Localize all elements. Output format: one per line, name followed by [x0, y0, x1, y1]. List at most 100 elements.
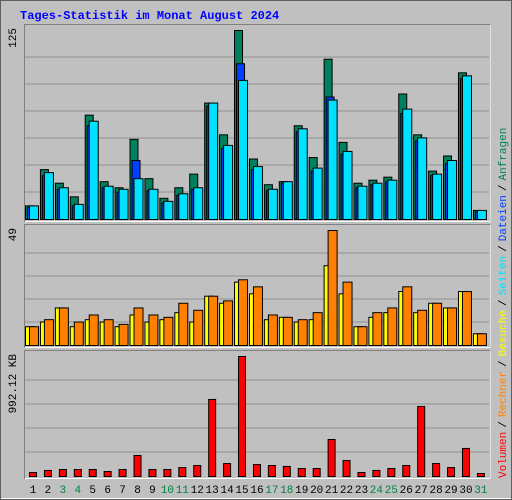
bar — [357, 472, 366, 477]
x-tick-label: 18 — [280, 485, 293, 497]
bar — [461, 291, 472, 347]
bar — [267, 188, 278, 220]
bar — [103, 319, 114, 347]
x-tick-label: 24 — [370, 485, 384, 497]
bar — [178, 302, 189, 346]
bar — [342, 460, 351, 477]
bar — [148, 468, 157, 477]
bar — [372, 182, 383, 221]
legend-entry: Dateien — [498, 195, 510, 241]
bar — [88, 468, 97, 477]
x-tick-label: 1 — [30, 485, 37, 497]
bar — [163, 316, 174, 346]
bar — [43, 319, 54, 347]
bar — [29, 472, 37, 477]
bar — [252, 286, 263, 347]
bar — [133, 307, 144, 346]
x-tick-label: 11 — [176, 485, 190, 497]
x-tick-label: 28 — [430, 485, 443, 497]
bar — [267, 464, 276, 477]
bar — [238, 356, 247, 477]
bar — [73, 321, 84, 346]
bar — [223, 463, 232, 477]
bar — [193, 464, 202, 477]
bar — [208, 398, 217, 478]
bar — [297, 128, 308, 220]
bar — [417, 137, 428, 221]
bar — [118, 468, 127, 477]
bar — [327, 438, 336, 477]
legend-entry: Seiten — [498, 256, 510, 296]
bar — [327, 99, 338, 220]
bar — [208, 295, 219, 347]
bar — [118, 323, 129, 347]
x-tick-label: 20 — [310, 485, 323, 497]
bar — [387, 307, 398, 346]
x-tick-label: 31 — [474, 485, 488, 497]
bar — [417, 405, 426, 477]
bar — [238, 79, 249, 221]
bar — [73, 468, 82, 477]
x-tick-label: 5 — [89, 485, 96, 497]
bar — [178, 467, 187, 477]
bar — [387, 179, 398, 221]
bar — [312, 468, 321, 477]
legend-separator: / — [498, 184, 510, 191]
bar — [58, 187, 69, 221]
bar — [402, 464, 411, 477]
legend-entry: Rechner — [498, 371, 510, 417]
bar — [193, 309, 204, 347]
bar — [43, 469, 52, 477]
bar — [118, 188, 129, 220]
bar — [178, 193, 189, 221]
bar — [148, 188, 159, 220]
y-tick-label: 49 — [8, 228, 20, 241]
bar — [312, 167, 323, 220]
bar — [238, 279, 249, 346]
bar — [252, 166, 263, 220]
legend: Volumen / Rechner / Besuche / Seiten / Dateien / A… — [498, 128, 510, 478]
y-tick-label: 992.12 KB — [8, 354, 20, 414]
bar — [163, 200, 174, 221]
bar — [432, 302, 443, 346]
bar — [476, 209, 487, 220]
bar — [387, 468, 396, 477]
bar — [103, 471, 112, 478]
bar — [88, 314, 99, 347]
x-tick-label: 3 — [60, 485, 67, 497]
bar — [282, 465, 291, 478]
bar — [447, 307, 458, 346]
bar — [432, 463, 441, 477]
bar — [342, 150, 353, 221]
x-tick-label: 30 — [459, 485, 472, 497]
bar — [43, 172, 54, 221]
y-tick-label: 125 — [8, 28, 20, 48]
x-tick-label: 8 — [134, 485, 141, 497]
x-tick-label: 6 — [104, 485, 111, 497]
x-tick-label: 7 — [119, 485, 126, 497]
bar — [297, 468, 306, 477]
bar — [58, 468, 67, 477]
x-tick-label: 4 — [74, 485, 81, 497]
x-tick-label: 13 — [206, 485, 219, 497]
bar — [447, 467, 456, 477]
legend-entry: Anfragen — [498, 128, 510, 181]
bar — [461, 75, 472, 220]
bar — [372, 312, 383, 346]
x-tick-label: 10 — [161, 485, 174, 497]
bar — [476, 333, 487, 347]
legend-separator: / — [498, 360, 510, 367]
bar — [402, 108, 413, 220]
x-tick-label: 22 — [340, 485, 353, 497]
bar — [29, 205, 39, 220]
x-tick-label: 9 — [149, 485, 156, 497]
bar — [447, 160, 458, 220]
bar — [267, 314, 278, 347]
chart-title: Tages-Statistik im Monat August 2024 — [20, 9, 279, 23]
bar — [163, 468, 172, 477]
bar — [73, 203, 84, 221]
bar — [297, 319, 308, 347]
x-tick-label: 2 — [45, 485, 52, 497]
bar — [282, 316, 293, 346]
bar — [282, 181, 293, 220]
